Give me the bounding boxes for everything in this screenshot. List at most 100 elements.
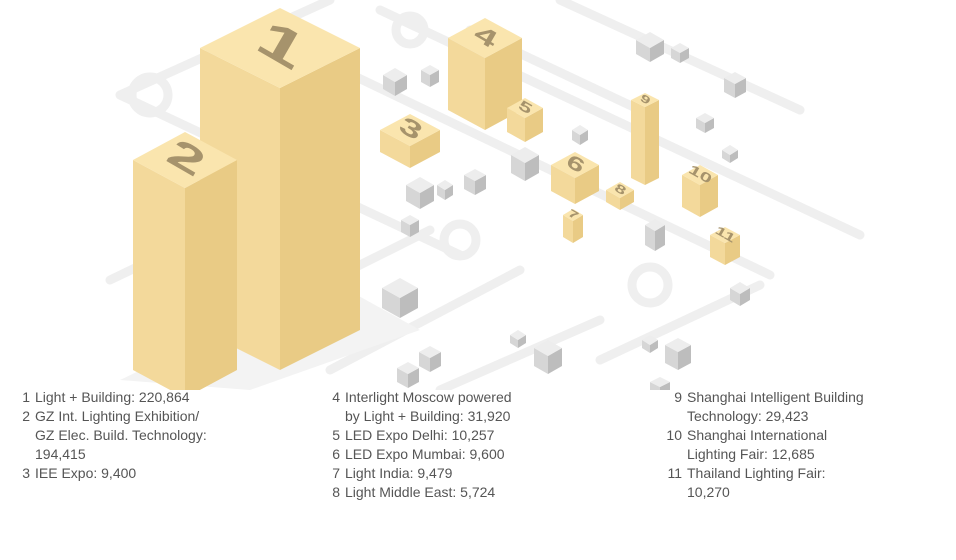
building bbox=[406, 177, 434, 209]
building bbox=[419, 346, 441, 372]
building-top bbox=[421, 65, 439, 75]
building-right bbox=[735, 78, 746, 98]
building-top bbox=[572, 125, 588, 135]
legend-item: 10 Shanghai International Lighting Fair: 1… bbox=[660, 426, 864, 464]
item-number: 9 bbox=[674, 389, 682, 405]
legend-column: 1 Light + Building: 220,864 2 GZ Int. Light… bbox=[18, 388, 207, 483]
building-top bbox=[419, 346, 441, 358]
item-number: 3 bbox=[22, 465, 30, 481]
building bbox=[636, 32, 664, 62]
building-top bbox=[437, 180, 453, 190]
item-line: 10,270 bbox=[687, 484, 730, 500]
building bbox=[724, 72, 746, 98]
building-left bbox=[636, 40, 650, 62]
building-top bbox=[383, 68, 407, 82]
building-left bbox=[682, 175, 700, 217]
building-right bbox=[645, 100, 659, 185]
building bbox=[383, 68, 407, 96]
item-line: Light India: 9,479 bbox=[345, 465, 453, 481]
building-right bbox=[430, 70, 439, 87]
building bbox=[421, 65, 439, 87]
building bbox=[682, 165, 718, 217]
building-top bbox=[722, 145, 738, 155]
building bbox=[722, 145, 738, 163]
building-left bbox=[419, 352, 430, 372]
building-left bbox=[510, 335, 518, 348]
building bbox=[665, 338, 691, 370]
building-left bbox=[724, 78, 735, 98]
building-left bbox=[397, 368, 408, 388]
item-text: Light Middle East: 5,724 bbox=[345, 483, 495, 502]
building bbox=[710, 227, 740, 265]
building-left bbox=[464, 175, 475, 195]
building bbox=[671, 43, 689, 63]
building-right bbox=[410, 220, 419, 237]
building-top bbox=[636, 32, 664, 48]
building-top bbox=[507, 98, 543, 118]
building-top bbox=[406, 177, 434, 193]
item-line: Light + Building: 220,864 bbox=[35, 389, 190, 405]
building-left bbox=[507, 108, 525, 142]
building-top bbox=[464, 169, 486, 181]
building-right bbox=[730, 150, 738, 163]
building bbox=[464, 169, 486, 195]
item-text: Shanghai International Lighting Fair: 12,… bbox=[687, 426, 827, 464]
building-right bbox=[678, 345, 691, 370]
building-left bbox=[606, 190, 620, 210]
legend-item: 3 IEE Expo: 9,400 bbox=[18, 464, 207, 483]
item-line: LED Expo Mumbai: 9,600 bbox=[345, 446, 505, 462]
building-top bbox=[401, 215, 419, 225]
building-right bbox=[573, 215, 583, 243]
building-top bbox=[710, 227, 740, 243]
item-line: LED Expo Delhi: 10,257 bbox=[345, 427, 495, 443]
building-right bbox=[525, 155, 539, 181]
item-line: Shanghai International bbox=[687, 427, 828, 443]
building bbox=[563, 209, 583, 243]
legend-item: 2 GZ Int. Lighting Exhibition/GZ Elec. Bu… bbox=[18, 407, 207, 464]
item-line: 194,415 bbox=[35, 446, 86, 462]
building bbox=[401, 215, 419, 237]
building-right bbox=[655, 225, 665, 251]
building-top bbox=[696, 113, 714, 123]
building bbox=[534, 340, 562, 374]
item-number: 7 bbox=[332, 465, 340, 481]
legend-item: 6 LED Expo Mumbai: 9,600 bbox=[328, 445, 512, 464]
building-top bbox=[551, 152, 599, 178]
building-right bbox=[700, 175, 718, 217]
building-right bbox=[620, 190, 634, 210]
building-left bbox=[421, 70, 430, 87]
item-number: 10 bbox=[666, 427, 682, 443]
building-right bbox=[660, 382, 670, 390]
building-left bbox=[448, 38, 485, 130]
building-right bbox=[525, 108, 543, 142]
building bbox=[510, 330, 526, 348]
building bbox=[696, 113, 714, 133]
item-line: by Light + Building: 31,920 bbox=[345, 408, 511, 424]
building bbox=[631, 93, 659, 185]
building bbox=[551, 152, 599, 204]
building bbox=[397, 362, 419, 388]
item-line: Shanghai Intelligent Building bbox=[687, 389, 864, 405]
building-right bbox=[410, 130, 440, 168]
building bbox=[133, 132, 237, 390]
legend-item: 9 Shanghai Intelligent Building Technology… bbox=[660, 388, 864, 426]
building-right bbox=[430, 352, 441, 372]
building-top bbox=[642, 335, 658, 345]
building-top bbox=[724, 72, 746, 84]
item-text: Interlight Moscow powered by Light + Buil… bbox=[345, 388, 512, 426]
legend-item: 7 Light India: 9,479 bbox=[328, 464, 512, 483]
building-top bbox=[682, 165, 718, 185]
building-right bbox=[548, 348, 562, 374]
building-top bbox=[448, 18, 522, 58]
building-top bbox=[631, 93, 659, 107]
item-number: 8 bbox=[332, 484, 340, 500]
building-left bbox=[511, 155, 525, 181]
item-line: Lighting Fair: 12,685 bbox=[687, 446, 815, 462]
building-right bbox=[725, 235, 740, 265]
building-left bbox=[631, 100, 645, 185]
building-top bbox=[510, 330, 526, 340]
building bbox=[380, 114, 440, 168]
building bbox=[606, 182, 634, 210]
item-number: 11 bbox=[667, 465, 682, 481]
